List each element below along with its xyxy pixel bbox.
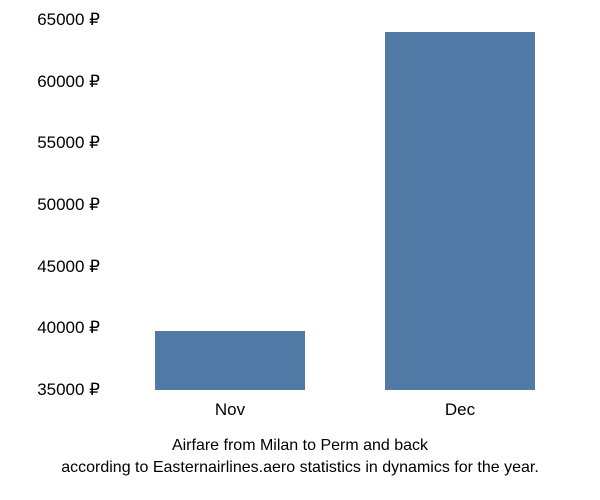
y-tick-label: 50000 ₽ [37, 195, 100, 215]
y-tick-label: 45000 ₽ [37, 257, 100, 277]
y-tick-label: 35000 ₽ [37, 380, 100, 400]
y-tick-label: 40000 ₽ [37, 318, 100, 338]
chart-caption: Airfare from Milan to Perm and back acco… [10, 435, 590, 478]
x-tick-label: Nov [215, 400, 245, 420]
y-tick-label: 60000 ₽ [37, 72, 100, 92]
caption-line-2: according to Easternairlines.aero statis… [10, 457, 590, 479]
bar-chart: 35000 ₽ 40000 ₽ 45000 ₽ 50000 ₽ 55000 ₽ 60000… [10, 10, 590, 490]
y-tick-label: 55000 ₽ [37, 133, 100, 153]
y-tick-label: 65000 ₽ [37, 10, 100, 30]
plot-area [110, 20, 570, 390]
caption-line-1: Airfare from Milan to Perm and back [10, 435, 590, 457]
x-tick-label: Dec [445, 400, 475, 420]
bar [155, 331, 305, 390]
bar [385, 32, 535, 390]
